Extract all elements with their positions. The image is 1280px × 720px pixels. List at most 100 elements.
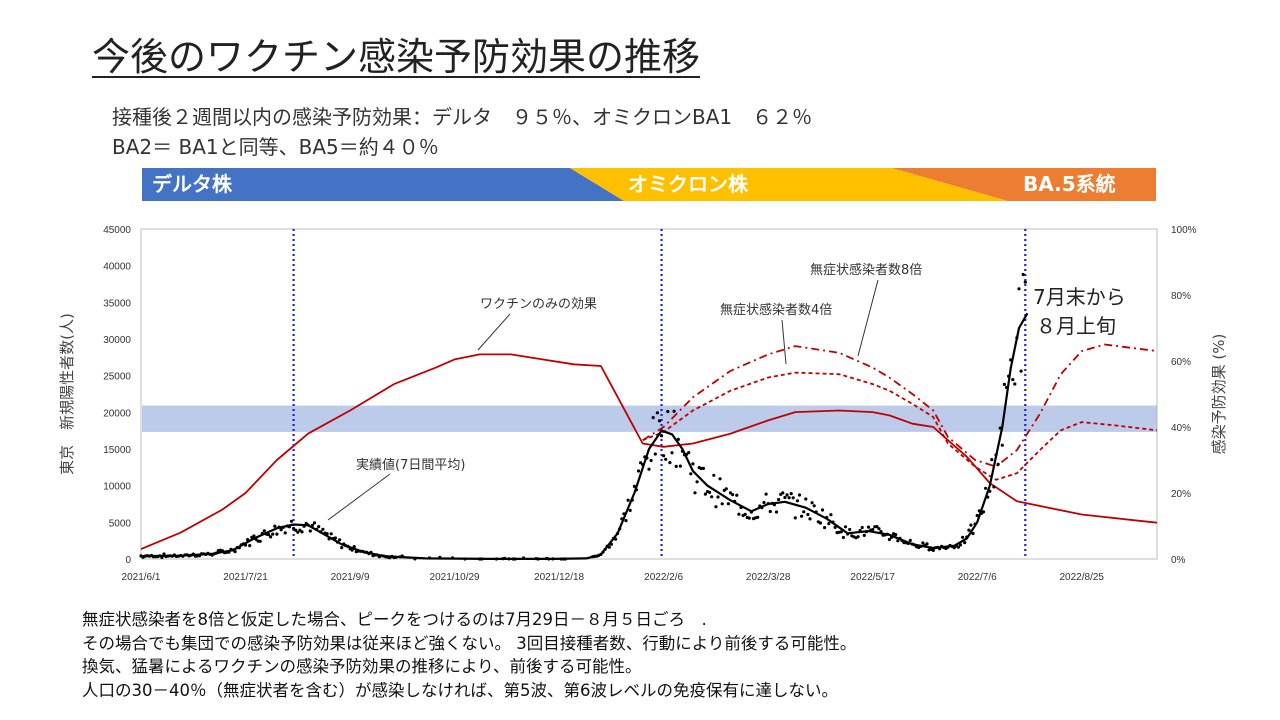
leader-asym4 [781, 319, 787, 365]
daily-dot [781, 491, 785, 495]
daily-dot [716, 495, 720, 499]
daily-dot [827, 522, 831, 526]
daily-dot [312, 521, 317, 525]
herd-immunity-band [142, 405, 1157, 432]
daily-dot [197, 554, 202, 558]
daily-dot [266, 533, 271, 537]
daily-dot [678, 464, 683, 468]
daily-dot [708, 490, 712, 494]
daily-dot [806, 512, 810, 517]
daily-dot [862, 533, 866, 538]
daily-dot [281, 525, 285, 530]
daily-dot [438, 555, 442, 559]
daily-dot [977, 509, 981, 513]
daily-dot [310, 523, 314, 528]
daily-dot [601, 550, 605, 554]
daily-dot [906, 541, 910, 546]
daily-dot [273, 524, 277, 528]
daily-dot [965, 535, 969, 539]
daily-dot [703, 492, 708, 496]
daily-dot [856, 535, 860, 539]
daily-dot [766, 502, 770, 506]
daily-dot [894, 533, 898, 537]
daily-dot [609, 542, 614, 546]
daily-dot [647, 467, 651, 471]
daily-dot [818, 521, 823, 525]
daily-dot [797, 493, 802, 497]
daily-dot [802, 510, 806, 514]
y-left-tick-label: 25000 [103, 372, 131, 383]
daily-dot [319, 530, 323, 534]
daily-dot [346, 544, 350, 549]
daily-dot [1002, 382, 1007, 386]
band-delta [142, 168, 624, 201]
daily-dot [810, 501, 814, 505]
daily-dot [237, 546, 241, 550]
daily-dot [463, 557, 467, 561]
daily-dot [804, 497, 808, 501]
daily-dot [793, 516, 797, 520]
daily-dot [670, 451, 674, 455]
daily-dot [969, 523, 973, 527]
daily-dot [1004, 385, 1009, 390]
daily-dot [220, 549, 225, 553]
daily-dot [710, 495, 714, 499]
daily-dot [680, 449, 685, 453]
x-tick-label: 2021/7/21 [223, 572, 268, 583]
daily-dot [283, 531, 287, 535]
daily-dot [747, 516, 751, 520]
daily-dot [599, 552, 603, 557]
daily-dot [327, 537, 331, 541]
daily-dot [687, 451, 691, 455]
axis-ticks: 0 5000 10000 15000 20000 25000 30000 35000 40000… [103, 225, 1196, 583]
daily-dot [825, 515, 829, 520]
daily-dot [296, 530, 300, 534]
daily-dot [340, 546, 344, 550]
daily-dot [774, 510, 779, 514]
daily-dot [860, 525, 864, 530]
daily-dot [317, 525, 321, 529]
note-4: 人口の30－40％（無症状者を含む）が感染しなければ、第5波、第6波レベルの免疫… [82, 680, 838, 700]
y-right-tick-label: 60% [1171, 357, 1191, 368]
daily-dot [639, 461, 643, 465]
daily-dot [689, 472, 693, 476]
daily-dot [308, 529, 312, 533]
daily-dot [871, 528, 875, 532]
daily-dot [624, 519, 628, 523]
daily-dot [258, 539, 262, 543]
annotation-peak-line1: 7月末から [1033, 285, 1126, 309]
daily-dot [659, 434, 664, 438]
daily-dot [998, 426, 1002, 430]
daily-dot [712, 473, 716, 477]
daily-dot [973, 522, 977, 526]
daily-dot [726, 502, 731, 506]
daily-dot [503, 556, 507, 561]
variant-band: デルタ株 オミクロン株 BA.5系統 [142, 168, 1156, 201]
daily-dot [864, 530, 869, 534]
daily-dot [1015, 336, 1019, 340]
y-left-tick-label: 20000 [103, 408, 131, 419]
daily-dot [636, 469, 641, 473]
daily-dot [622, 512, 626, 516]
daily-dot [662, 454, 666, 458]
daily-dot [714, 505, 718, 509]
leader-asym8 [857, 279, 879, 357]
daily-dot [841, 535, 846, 540]
daily-dot [896, 539, 900, 543]
daily-dot [676, 437, 680, 441]
daily-dot [791, 496, 795, 500]
y-right-axis-title: 感染予防効果 (%) [1210, 334, 1228, 455]
daily-dot [315, 527, 319, 532]
daily-dot [413, 557, 417, 561]
daily-dot [551, 557, 555, 561]
y-left-tick-label: 10000 [103, 482, 131, 493]
daily-dot [294, 528, 298, 532]
daily-dot [908, 538, 912, 543]
y-left-tick-label: 0 [125, 555, 131, 566]
band-omicron-label: オミクロン株 [628, 172, 749, 196]
daily-dot [931, 548, 935, 553]
daily-dot [630, 498, 634, 502]
daily-dot [522, 556, 526, 560]
daily-dot [275, 532, 279, 536]
daily-dot [645, 456, 649, 460]
